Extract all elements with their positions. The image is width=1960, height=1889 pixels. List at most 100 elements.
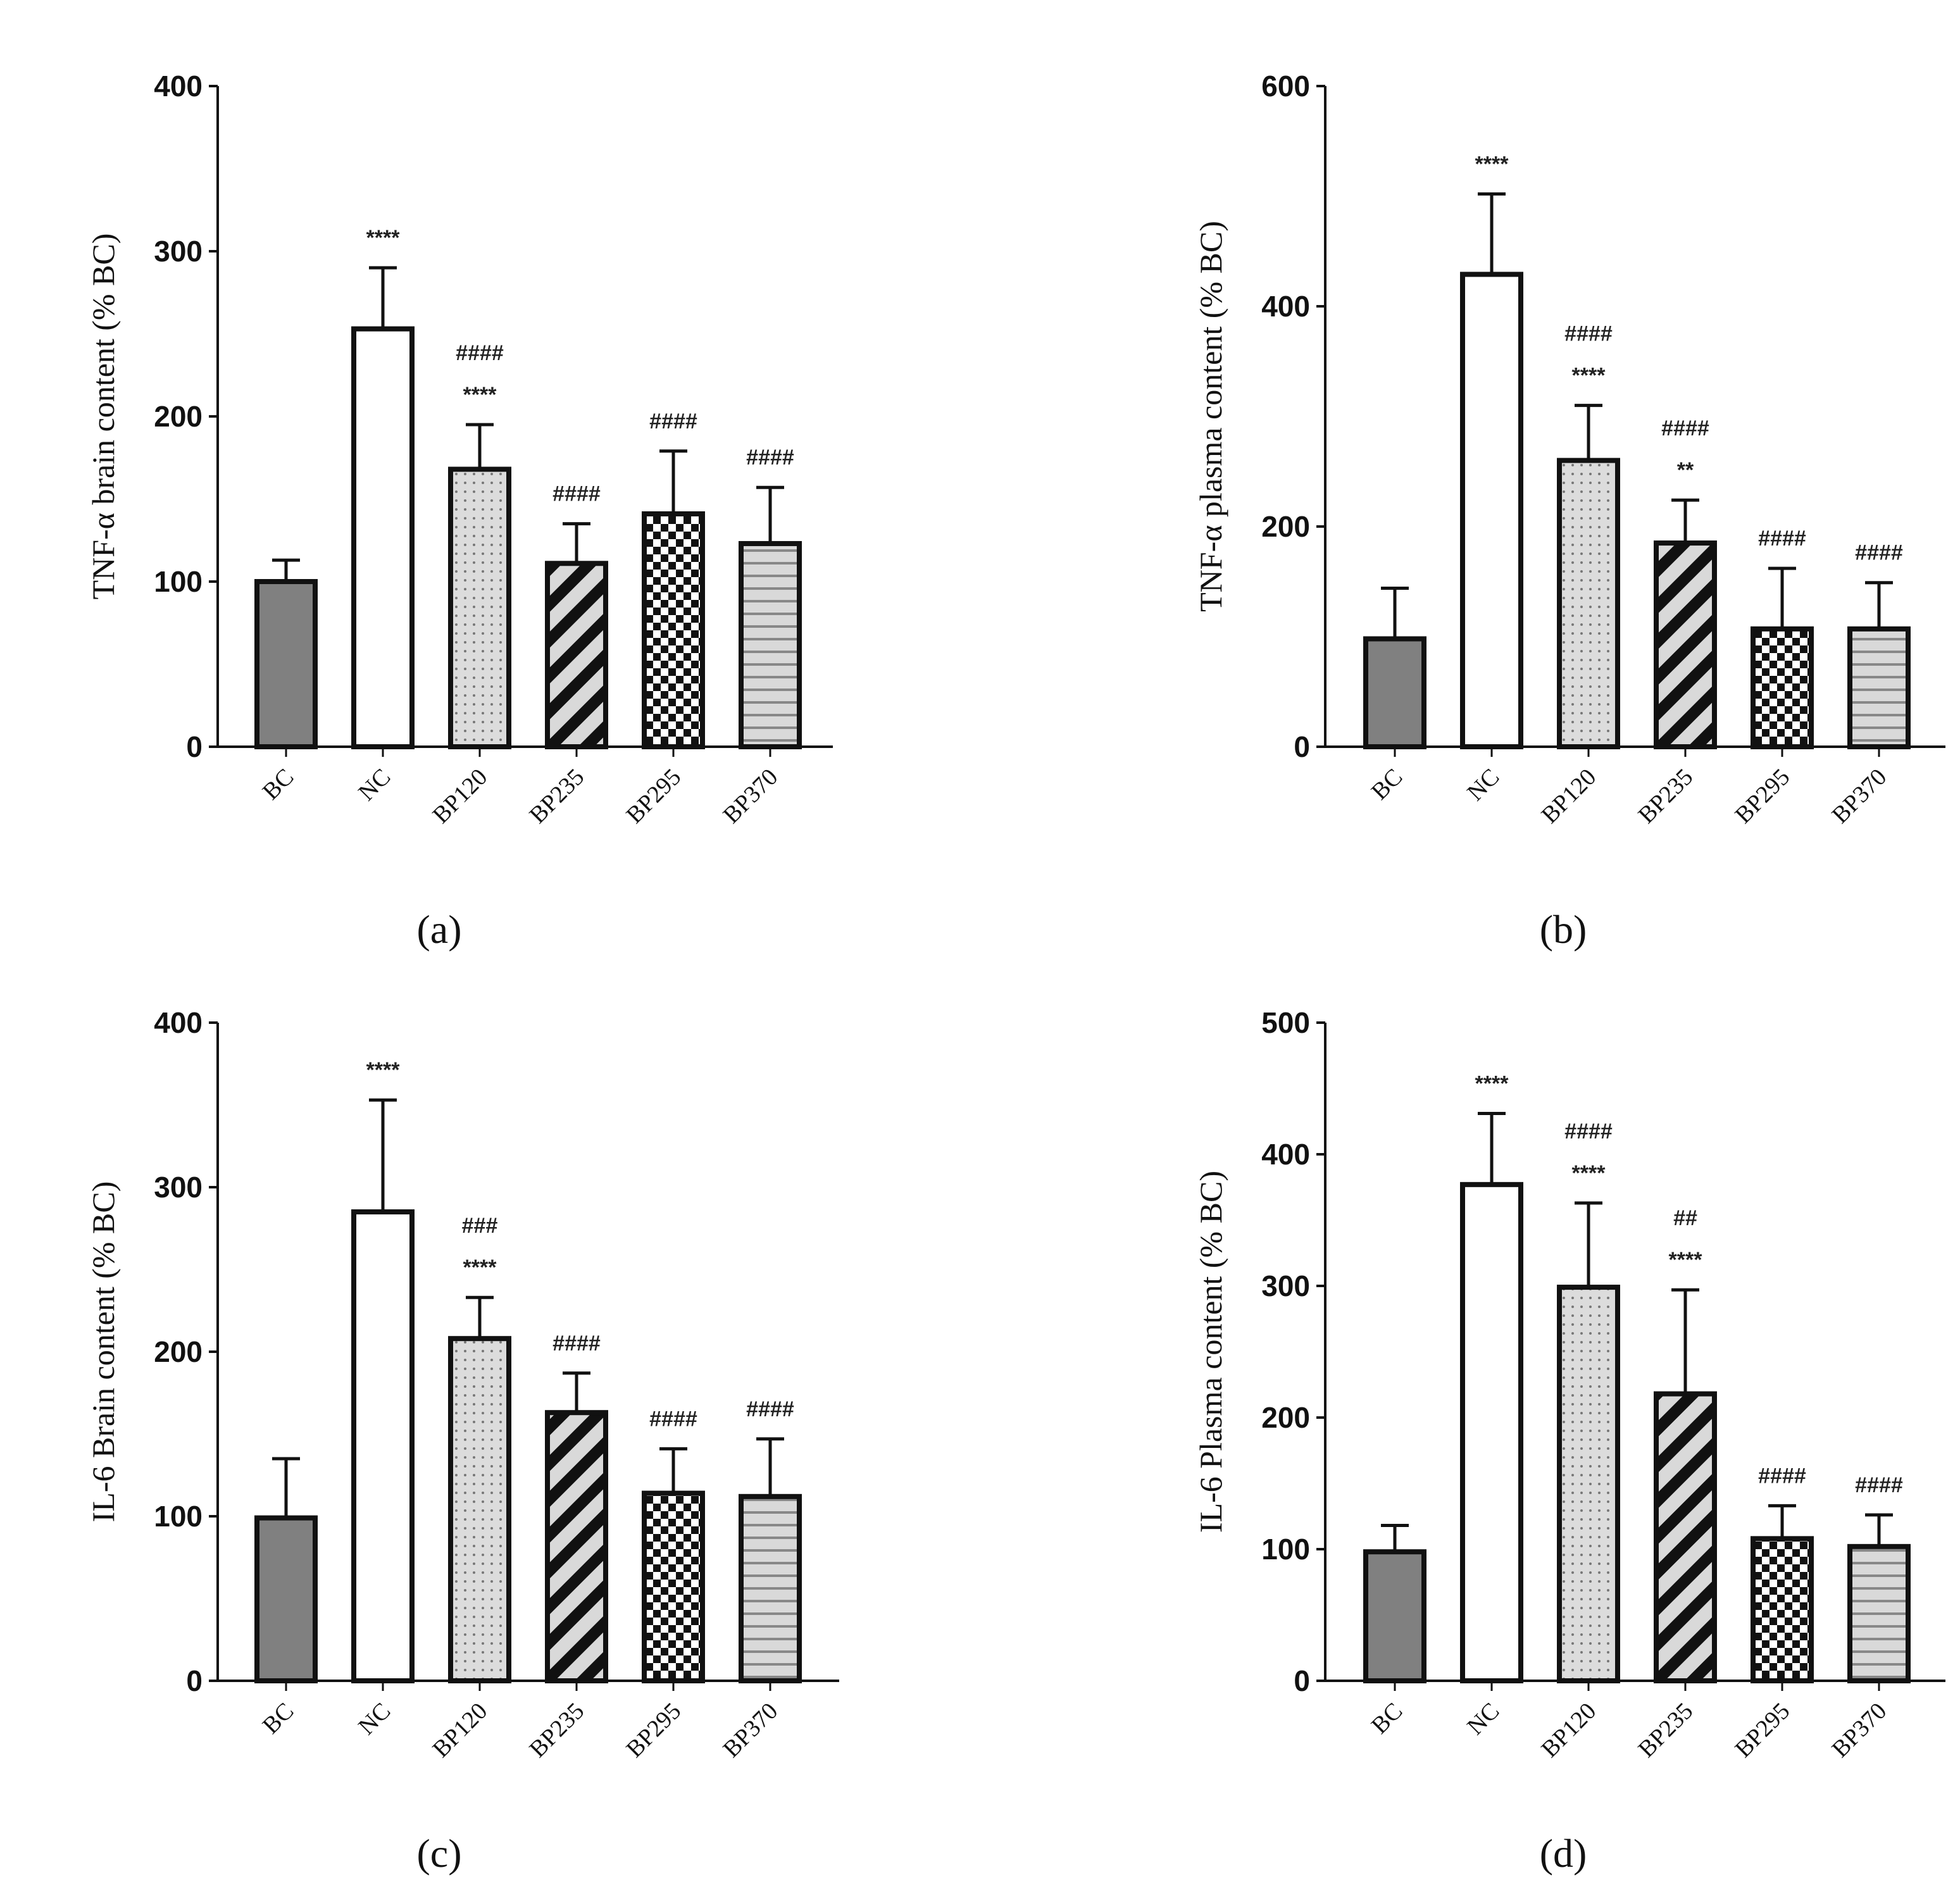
y-tick-label: 300 — [1261, 1269, 1310, 1302]
x-tick-label: BP235 — [1633, 764, 1698, 829]
x-tick-label: BC — [1366, 764, 1408, 806]
y-tick-label: 400 — [154, 1006, 203, 1039]
x-tick-label: BP295 — [1730, 764, 1795, 829]
x-tick-label: BP295 — [621, 764, 686, 829]
bar-bp295 — [1751, 626, 1814, 749]
y-axis-title: IL-6 Plasma content (% BC) — [1193, 1171, 1228, 1533]
bar-nc — [1460, 1181, 1523, 1683]
bar-bp370 — [1847, 626, 1911, 749]
significance-label: #### — [1758, 527, 1806, 551]
chart-panel-b: 0 200 400 600 TNF-α plasma content (% BC) BC N… — [1193, 70, 1945, 952]
y-tick-label: 400 — [1261, 290, 1310, 323]
significance-label: **** — [366, 1058, 401, 1082]
y-tick-label: 600 — [1261, 70, 1310, 103]
bar-bp235 — [545, 1410, 608, 1683]
bar-bp370 — [1847, 1543, 1911, 1684]
y-tick-label: 100 — [154, 1500, 203, 1533]
significance-label: ** — [1677, 458, 1694, 482]
significance-label: #### — [1564, 322, 1613, 346]
x-tick-label: BP120 — [1536, 764, 1601, 829]
significance-label: ## — [1673, 1206, 1697, 1230]
panel-caption: (d) — [1540, 1831, 1587, 1876]
x-tick-label: BP235 — [1633, 1698, 1698, 1763]
x-tick-label: BP295 — [1730, 1698, 1795, 1763]
y-tick-label: 400 — [154, 70, 203, 103]
bar-bp235 — [1654, 540, 1717, 749]
bar-bc — [1363, 636, 1426, 749]
y-tick-label: 200 — [1261, 1401, 1310, 1434]
x-tick-label: BC — [258, 1698, 299, 1740]
x-tick-label: NC — [1462, 764, 1504, 806]
x-tick-label: BP235 — [524, 1698, 589, 1763]
x-tick-label: BP120 — [1536, 1698, 1601, 1763]
bar-bp235 — [545, 561, 608, 749]
x-tick-label: BP370 — [1826, 764, 1892, 829]
significance-label: #### — [746, 1397, 794, 1421]
bar-bp120 — [448, 1336, 511, 1683]
chart-panel-c: 0 100 200 300 400 IL-6 Brain content (% BC) BC… — [85, 1006, 839, 1876]
x-tick-label: BP370 — [718, 1698, 783, 1763]
x-tick-label: NC — [353, 1698, 396, 1740]
bar-bc — [1363, 1549, 1426, 1683]
significance-label: #### — [649, 1407, 697, 1431]
bar-nc — [351, 1209, 415, 1683]
significance-label: #### — [552, 482, 601, 506]
significance-label: #### — [1855, 1473, 1903, 1497]
y-tick-label: 100 — [1261, 1533, 1310, 1566]
panel-caption: (a) — [416, 907, 461, 952]
significance-label: #### — [1758, 1464, 1806, 1488]
significance-label: **** — [463, 1256, 497, 1280]
significance-label: #### — [1855, 541, 1903, 565]
x-tick-label: BP370 — [1826, 1698, 1892, 1763]
y-tick-label: 0 — [1294, 1664, 1310, 1697]
y-tick-label: 300 — [154, 1171, 203, 1204]
y-tick-label: 200 — [1261, 510, 1310, 543]
bar-nc — [1460, 271, 1523, 750]
y-tick-label: 400 — [1261, 1138, 1310, 1171]
significance-label: **** — [366, 226, 401, 250]
significance-label: **** — [1475, 153, 1509, 177]
panel-caption: (c) — [416, 1831, 461, 1876]
x-tick-label: BP295 — [621, 1698, 686, 1763]
chart-panel-a: 0 100 200 300 400 TNF-α brain content (% BC) B… — [85, 70, 833, 952]
y-axis-title: TNF-α brain content (% BC) — [85, 234, 121, 600]
x-tick-label: BC — [1366, 1698, 1408, 1740]
significance-label: **** — [1475, 1072, 1509, 1096]
significance-label: **** — [1572, 364, 1606, 388]
x-tick-label: NC — [1462, 1698, 1504, 1740]
y-tick-label: 300 — [154, 235, 203, 268]
x-tick-label: BP235 — [524, 764, 589, 829]
y-tick-label: 200 — [154, 1335, 203, 1368]
bar-nc — [351, 326, 415, 749]
x-tick-label: BC — [258, 764, 299, 806]
y-axis-title: IL-6 Brain content (% BC) — [85, 1181, 121, 1523]
bar-bp295 — [642, 1490, 705, 1684]
significance-label: #### — [649, 409, 697, 433]
bar-bc — [254, 579, 318, 749]
y-tick-label: 0 — [186, 1664, 203, 1697]
y-tick-label: 200 — [154, 400, 203, 433]
panel-caption: (b) — [1540, 907, 1587, 952]
chart-panel-d: 0 100 200 300 400 500 IL-6 Plasma content (% B… — [1193, 1006, 1945, 1876]
y-axis-title: TNF-α plasma content (% BC) — [1193, 221, 1228, 612]
bar-bp120 — [1557, 458, 1620, 749]
bar-bc — [254, 1515, 318, 1684]
bar-bp295 — [642, 511, 705, 749]
x-tick-label: BP120 — [427, 764, 492, 829]
significance-label: #### — [1564, 1119, 1613, 1144]
y-tick-label: 100 — [154, 565, 203, 598]
bar-bp295 — [1751, 1536, 1814, 1684]
significance-label: ### — [462, 1214, 498, 1238]
bar-bp370 — [739, 1493, 802, 1684]
y-tick-label: 0 — [1294, 730, 1310, 763]
y-tick-label: 0 — [186, 730, 203, 763]
bar-bp120 — [1557, 1285, 1620, 1683]
bar-bp235 — [1654, 1391, 1717, 1684]
significance-label: **** — [463, 383, 497, 407]
x-tick-label: BP370 — [718, 764, 783, 829]
significance-label: **** — [1669, 1248, 1703, 1272]
significance-label: **** — [1572, 1161, 1606, 1185]
x-tick-label: BP120 — [427, 1698, 492, 1763]
bar-bp370 — [739, 540, 802, 749]
